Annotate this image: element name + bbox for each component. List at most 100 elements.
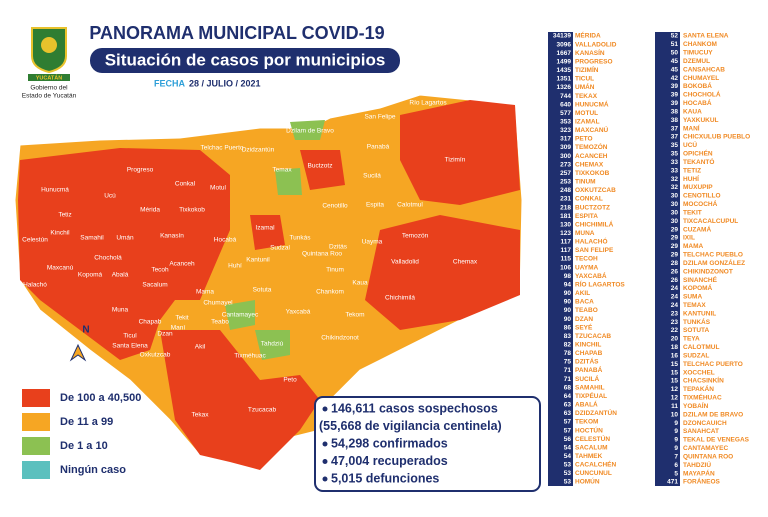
municipality-label: Tekit	[175, 315, 189, 322]
municipality-label: Dzitás	[329, 244, 348, 251]
case-count: 24	[671, 294, 679, 301]
municipality: DZIDZANTÚN	[575, 408, 617, 417]
municipality: YAXCABÁ	[575, 271, 607, 280]
case-count: 9	[674, 428, 678, 435]
case-count: 106	[560, 264, 571, 271]
municipality: CUZAMÁ	[683, 224, 711, 233]
municipality: TIMUCUY	[683, 50, 713, 57]
municipality: MÉRIDA	[575, 31, 601, 40]
legend-swatch	[22, 437, 50, 455]
municipality: SUCILÁ	[575, 374, 600, 383]
municipality: TAHMEK	[575, 453, 603, 460]
municipality-label: Halachó	[23, 282, 47, 289]
municipality: CELESTÚN	[575, 434, 610, 443]
legend-label: De 100 a 40,500	[60, 392, 141, 404]
municipality: CENOTILLO	[683, 193, 721, 200]
summary-item: 54,298 confirmados	[331, 436, 448, 450]
municipality: TELCHAC PUEBLO	[683, 252, 743, 259]
municipality: YOBAÍN	[683, 401, 709, 410]
region-high	[400, 100, 520, 205]
municipality-label: Telchac Puerto	[201, 145, 244, 152]
municipality: HOCTÚN	[575, 425, 603, 434]
case-count: 11	[671, 403, 678, 410]
municipality: SOTUTA	[683, 327, 710, 334]
municipality-label: San Felipe	[364, 114, 395, 121]
municipality: KANASÍN	[575, 48, 605, 57]
case-count: 30	[671, 209, 679, 216]
case-count: 53	[564, 479, 572, 486]
region-low	[225, 300, 255, 330]
municipality: UMÁN	[575, 82, 595, 91]
municipality: UCÚ	[683, 140, 697, 149]
case-count: 56	[564, 436, 572, 443]
case-count: 7	[674, 453, 678, 460]
case-count: 323	[560, 127, 571, 134]
case-count: 54	[564, 453, 572, 460]
municipality-label: Hunucmá	[41, 187, 69, 194]
municipality: CACALCHÉN	[575, 460, 616, 469]
municipality: TIXKOKOB	[575, 170, 610, 177]
municipality-label: Motul	[210, 185, 226, 192]
case-count: 63	[564, 402, 572, 409]
municipality-label: Dzan	[157, 331, 173, 338]
municipality: PANABÁ	[575, 365, 603, 374]
municipality: FORÁNEOS	[683, 477, 721, 486]
municipality: TIXCACALCUPUL	[683, 218, 738, 225]
region-low	[255, 330, 290, 360]
municipality-label: Santa Elena	[112, 343, 148, 350]
case-count: 82	[564, 341, 572, 348]
municipality-label: Chichimilá	[385, 295, 415, 302]
case-count: 12	[671, 395, 679, 402]
case-count: 32	[671, 176, 679, 183]
municipality: QUINTANA ROO	[683, 453, 733, 460]
municipality: CONKAL	[575, 196, 603, 203]
municipality: DZILAM GONZÁLEZ	[683, 258, 745, 267]
municipality: HUNUCMÁ	[575, 99, 609, 108]
case-count: 29	[671, 226, 679, 233]
region-high	[300, 150, 345, 190]
case-count: 15	[671, 378, 679, 385]
case-count: 35	[671, 142, 679, 149]
municipality: CHAPAB	[575, 350, 603, 357]
municipality: UAYMA	[575, 264, 599, 271]
case-count: 50	[671, 50, 679, 57]
municipality: TIXPÉUAL	[575, 391, 607, 400]
municipality: ACANCEH	[575, 153, 608, 160]
municipality: TZUCACAB	[575, 333, 611, 340]
case-count: 37	[671, 134, 679, 141]
municipality: OPICHÉN	[683, 149, 713, 158]
municipality: TIZIMÍN	[575, 65, 599, 74]
municipality-label: Chankom	[316, 289, 344, 296]
north-label: N	[82, 325, 89, 336]
municipality-label: Oxkutzcab	[140, 352, 171, 359]
municipality: CHUMAYEL	[683, 75, 719, 82]
case-count: 39	[671, 100, 679, 107]
municipality: CANTAMAYEC	[683, 445, 728, 452]
municipality: CHACSINKÍN	[683, 376, 724, 385]
legend-label: De 1 a 10	[60, 440, 108, 452]
number-column	[655, 32, 680, 486]
case-count: 10	[671, 411, 679, 418]
municipality: OXKUTZCAB	[575, 187, 616, 194]
municipality: AKIL	[575, 290, 590, 297]
case-count: 83	[564, 333, 572, 340]
municipality: CUNCUNUL	[575, 470, 612, 477]
municipality: VALLADOLID	[575, 41, 617, 48]
legend-swatch	[22, 389, 50, 407]
municipality-label: Temax	[272, 167, 292, 174]
case-count: 257	[560, 170, 571, 177]
municipality: TECOH	[575, 256, 598, 263]
municipality-label: Ticul	[123, 333, 137, 340]
case-count: 123	[560, 230, 571, 237]
municipality: TEABO	[575, 307, 598, 314]
municipality: HUHÍ	[683, 174, 699, 183]
municipality: DZONCAUICH	[683, 420, 727, 427]
region-high	[365, 215, 520, 330]
municipality: TEKANTÓ	[683, 157, 714, 166]
case-count: 90	[564, 307, 572, 314]
municipality: KOPOMÁ	[683, 283, 713, 292]
municipality: TEKAL DE VENEGAS	[683, 437, 750, 444]
municipality-label: Cenotillo	[322, 203, 348, 210]
case-count: 5	[674, 470, 678, 477]
municipality-label: Teabo	[211, 319, 229, 326]
